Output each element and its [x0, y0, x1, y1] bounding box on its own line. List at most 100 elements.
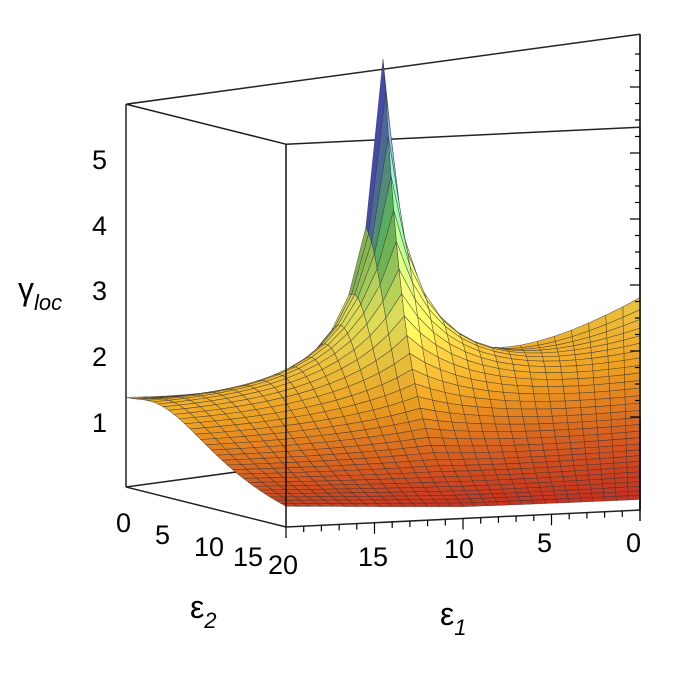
surface-patch	[542, 355, 561, 362]
surface-patch	[489, 488, 505, 495]
surface-patch	[527, 360, 546, 367]
surface-patch	[449, 412, 467, 424]
surface-patch	[577, 377, 595, 387]
surface-patch	[472, 445, 490, 453]
surface-patch	[544, 455, 560, 463]
surface-patch	[456, 438, 474, 447]
surface-patch	[478, 415, 496, 425]
surface-patch	[576, 370, 594, 379]
surface-patch	[487, 390, 506, 401]
surface-patch	[474, 397, 493, 409]
surface-patch	[594, 398, 611, 407]
y-tick-label: 20	[268, 550, 298, 580]
surface-patch	[525, 430, 542, 439]
surface-patch	[484, 438, 502, 447]
surface-patch	[512, 437, 529, 446]
surface-patch	[532, 385, 550, 395]
surface-patch	[494, 469, 510, 476]
surface-patch	[496, 474, 512, 481]
surface-patch	[522, 416, 540, 425]
surface-patch	[598, 445, 614, 454]
surface-patch	[540, 436, 557, 445]
box-edge	[285, 126, 641, 145]
surface-patch	[496, 431, 514, 440]
surface-patch	[569, 435, 585, 443]
surface-patch	[519, 462, 535, 469]
surface-patch	[486, 445, 503, 453]
surface-patch	[595, 405, 611, 415]
surface-patch	[503, 392, 521, 402]
box-edge	[125, 486, 287, 528]
surface-patch	[603, 496, 617, 502]
surface-patch	[563, 480, 578, 487]
surface-patch	[581, 413, 597, 423]
surface-patch	[501, 383, 519, 394]
surface-patch	[578, 384, 595, 394]
y-tick-label: 0	[116, 508, 131, 538]
surface-patch	[593, 383, 610, 393]
surface-patch	[567, 421, 584, 430]
y-axis-label: ε2	[190, 589, 217, 633]
surface-patch	[280, 503, 299, 507]
surface-patch	[549, 400, 567, 410]
surface-patch	[515, 450, 532, 458]
surface-patch	[515, 377, 533, 387]
surface-patch	[451, 421, 469, 432]
surface-patch	[579, 399, 596, 408]
surface-patch	[470, 438, 488, 447]
surface-patch	[582, 427, 598, 436]
surface-patch	[521, 408, 538, 417]
surface-patch	[529, 371, 548, 380]
surface-patch	[503, 457, 520, 465]
surface-patch	[554, 435, 571, 444]
surface-patch	[531, 455, 547, 463]
surface-patch	[534, 401, 552, 410]
surface-patch	[458, 445, 476, 454]
surface-patch	[482, 431, 500, 440]
surface-patch	[558, 454, 574, 462]
surface-patch	[509, 423, 527, 432]
surface-patch	[493, 415, 511, 425]
z-tick-label: 3	[92, 276, 107, 306]
surface-patch	[580, 406, 597, 416]
surface-patch	[485, 479, 501, 486]
x-tick-label: 10	[444, 534, 474, 564]
surface-patch	[591, 496, 605, 502]
surface-patch	[544, 366, 562, 373]
surface-patch	[480, 423, 498, 432]
surface-patch	[531, 499, 546, 505]
z-axis-label: γloc	[18, 271, 62, 315]
surface-mesh	[125, 59, 641, 507]
surface-patch	[528, 491, 544, 497]
surface-patch	[615, 491, 629, 497]
surface-patch	[536, 477, 552, 483]
surface-patch	[507, 416, 525, 425]
surface-patch	[553, 429, 570, 438]
surface-patch	[543, 449, 559, 457]
surface-patch	[550, 408, 568, 417]
surface-patch	[495, 500, 511, 506]
surface-patch	[483, 474, 499, 481]
surface-patch	[555, 498, 570, 504]
surface-patch	[516, 385, 535, 395]
surface-patch	[463, 414, 482, 424]
surface-patch	[510, 478, 527, 485]
surface-patch	[571, 453, 587, 461]
surface-patch	[548, 393, 566, 402]
x-tick-label: 5	[537, 528, 552, 558]
surface-patch	[523, 423, 541, 432]
surface-patch	[561, 378, 579, 387]
surface-patch	[559, 359, 577, 367]
surface-patch	[565, 407, 582, 416]
surface-patch	[491, 407, 509, 417]
surface-patch	[514, 444, 531, 452]
surface-patch	[530, 378, 549, 387]
surface-patch	[502, 451, 519, 459]
surface-patch	[552, 422, 569, 431]
surface-patch	[489, 399, 507, 409]
surface-patch	[472, 480, 489, 486]
surface-patch	[490, 457, 507, 465]
surface-patch	[627, 494, 641, 501]
surface-patch	[533, 467, 550, 474]
surface-patch	[466, 422, 484, 432]
